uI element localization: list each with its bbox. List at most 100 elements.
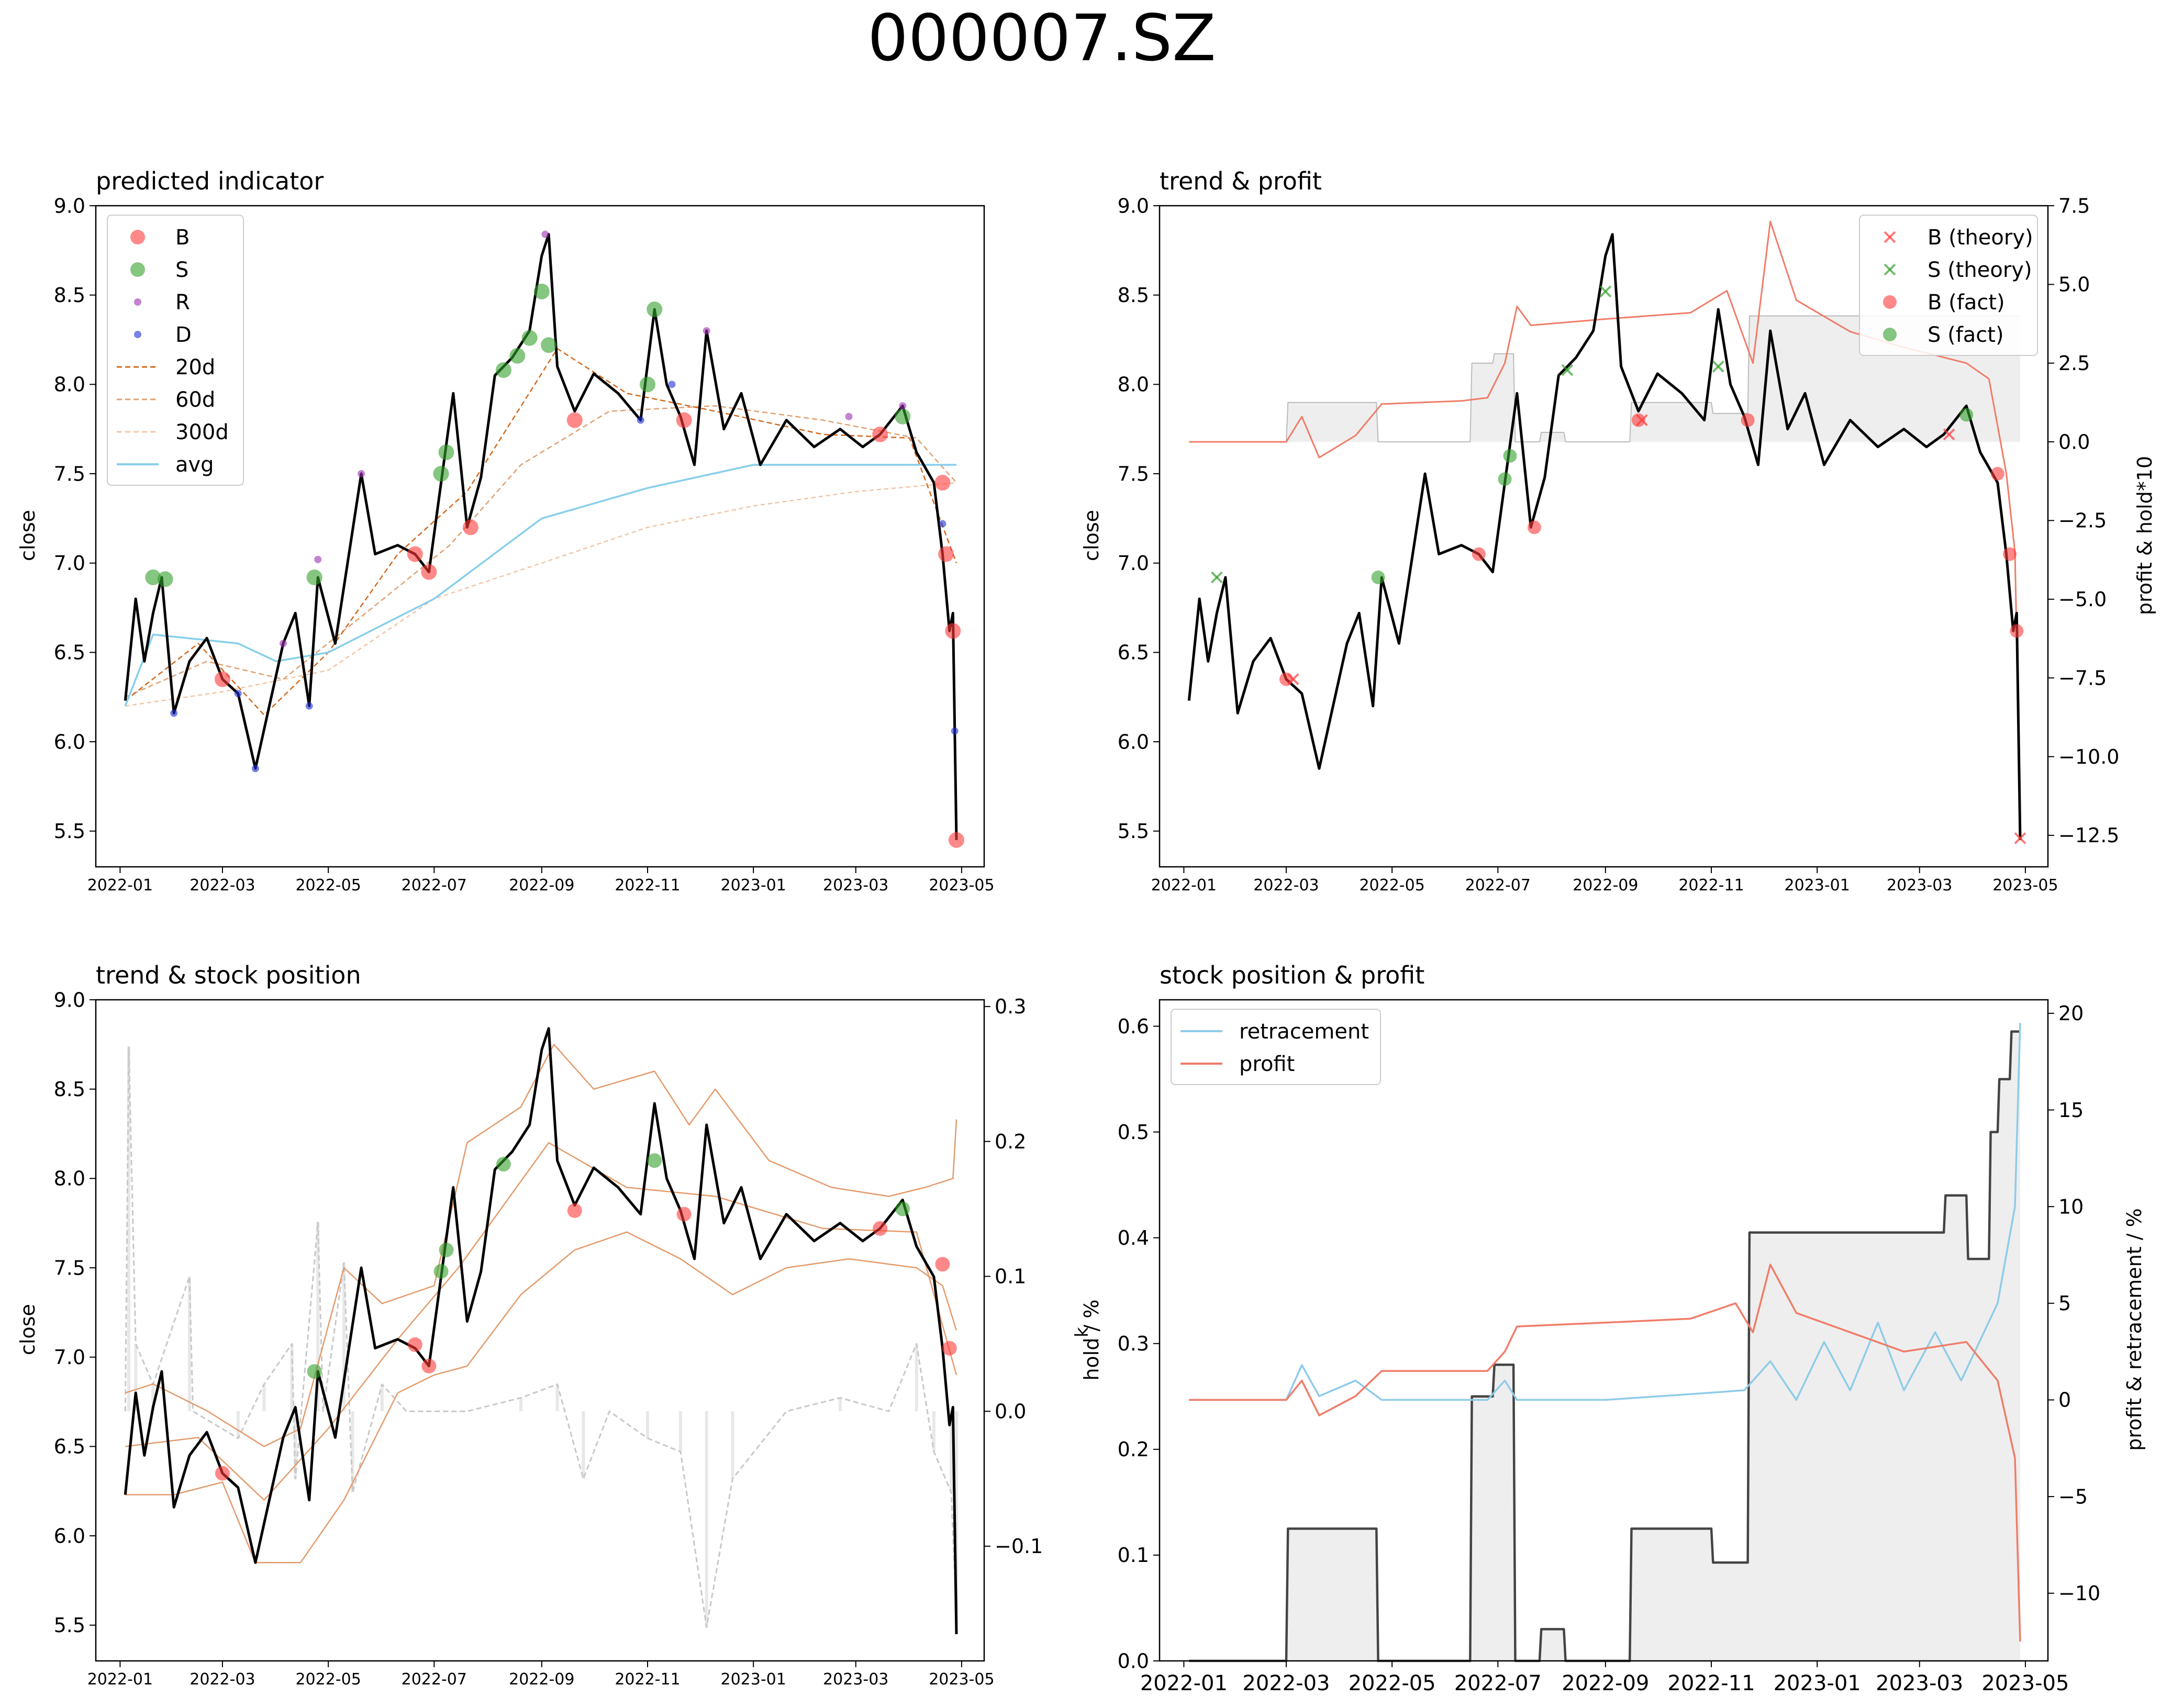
marker-S	[895, 1201, 910, 1216]
y-tick-label: 9.0	[54, 194, 85, 217]
legend-label: S (fact)	[1928, 323, 2004, 347]
marker-R	[314, 555, 322, 563]
marker-B	[462, 519, 478, 535]
marker-D	[234, 689, 242, 697]
x-tick-label: 2023-03	[823, 876, 888, 895]
y-axis-label: close	[1080, 510, 1103, 561]
y2-tick-label: −12.5	[2058, 824, 2119, 847]
marker-B	[567, 1203, 582, 1218]
marker-B	[407, 1337, 422, 1352]
marker-R	[541, 230, 549, 238]
marker-S	[541, 337, 557, 353]
marker-S	[306, 570, 322, 586]
y2-tick-label: 0.3	[995, 995, 1026, 1018]
marker-S	[145, 570, 161, 586]
x-tick-label: 2022-11	[1678, 876, 1744, 895]
y2-tick-label: −7.5	[2058, 666, 2107, 689]
marker-S	[533, 283, 550, 299]
x-tick-label: 2023-05	[1981, 1671, 2069, 1695]
y-tick-label: 6.5	[54, 641, 85, 664]
y-axis-label: hold / %	[1080, 1299, 1103, 1380]
plot-frame	[1159, 999, 2049, 1662]
y2-tick-label: 0.2	[995, 1130, 1026, 1153]
marker-S	[509, 348, 526, 364]
retracement-line	[1189, 1023, 2021, 1401]
marker-S	[521, 330, 538, 346]
marker-R	[899, 402, 907, 410]
marker-S	[307, 1364, 322, 1379]
y2-tick-label: 2.5	[2058, 352, 2090, 375]
x-tick-label: 2023-01	[1784, 876, 1850, 895]
marker-B	[938, 546, 954, 562]
x-tick-label: 2023-05	[1992, 876, 2058, 895]
y-tick-label: 0.6	[1118, 1015, 1149, 1038]
y-tick-label: 8.0	[54, 373, 85, 396]
legend-marker	[130, 230, 145, 244]
marker-B-fact-	[1631, 413, 1645, 427]
indicator-line	[124, 1046, 957, 1628]
y2-axis-label: profit & hold*10	[2133, 456, 2156, 615]
marker-S-theory-	[1599, 285, 1612, 298]
x-tick-label: 2023-05	[929, 876, 994, 895]
y2-tick-label: 0.1	[995, 1265, 1026, 1288]
x-tick-label: 2022-01	[1151, 876, 1217, 895]
marker-B	[421, 1358, 437, 1374]
y-tick-label: 6.0	[54, 1524, 85, 1547]
marker-S-theory-	[1712, 360, 1724, 373]
x-tick-label: 2022-09	[509, 1670, 574, 1689]
marker-D	[251, 765, 259, 773]
plot-frame	[95, 205, 985, 868]
marker-R	[358, 470, 365, 478]
panel-predicted-indicator: predicted indicator close 2022-01 2022-03…	[16, 167, 995, 895]
marker-B	[421, 564, 437, 580]
marker-B	[676, 1207, 692, 1222]
y-tick-label: 8.0	[1118, 373, 1149, 396]
marker-B-fact-	[2010, 624, 2024, 638]
marker-S	[895, 408, 911, 425]
plot-frame	[95, 999, 985, 1662]
y2-tick-label: 0	[2058, 1389, 2071, 1412]
marker-B-fact-	[1741, 413, 1755, 427]
panel-trend-stock-position: trend & stock position close 2022-01 2022…	[16, 961, 1043, 1689]
marker-B	[948, 832, 964, 848]
marker-S	[433, 1264, 449, 1279]
y-tick-label: 8.5	[54, 284, 85, 307]
legend-label: profit	[1239, 1052, 1295, 1076]
y2-tick-label: 7.5	[2058, 194, 2090, 217]
avg-line	[124, 464, 956, 707]
marker-S-fact-	[1959, 408, 1974, 422]
bollinger-mid-line	[125, 1142, 957, 1501]
marker-B-fact-	[1527, 520, 1541, 534]
legend-label: retracement	[1239, 1020, 1369, 1044]
marker-B	[214, 671, 230, 687]
legend-marker	[134, 298, 141, 306]
marker-S	[647, 301, 663, 317]
y-tick-label: 6.0	[54, 730, 85, 753]
legend-marker	[130, 262, 145, 277]
hold-line	[1189, 1030, 2020, 1662]
y2-tick-label: 20	[2058, 1002, 2084, 1025]
marker-B-fact-	[1472, 547, 1486, 561]
legend-marker	[1883, 328, 1897, 341]
marker-B-fact-	[1990, 467, 2004, 481]
marker-B	[945, 623, 961, 639]
marker-D	[637, 416, 644, 424]
panel-title: stock position & profit	[1160, 961, 1424, 989]
y2-tick-label: −10	[2058, 1582, 2100, 1605]
marker-B-theory-	[1636, 414, 1648, 427]
marker-S-fact-	[1371, 571, 1385, 585]
y-axis-label: close	[16, 1304, 39, 1355]
marker-B	[873, 1221, 888, 1236]
marker-S	[495, 362, 511, 378]
x-tick-label: 2022-11	[615, 876, 680, 895]
marker-S	[647, 1153, 662, 1168]
x-tick-label: 2022-03	[1242, 1671, 1330, 1695]
x-tick-label: 2023-03	[823, 1670, 888, 1689]
y-tick-label: 8.5	[1118, 284, 1149, 307]
legend-marker	[1884, 231, 1896, 243]
y-tick-label: 7.5	[54, 462, 85, 485]
y2-tick-label: 0.0	[995, 1400, 1026, 1423]
marker-B	[942, 1341, 957, 1356]
legend-label: S (theory)	[1928, 258, 2032, 282]
